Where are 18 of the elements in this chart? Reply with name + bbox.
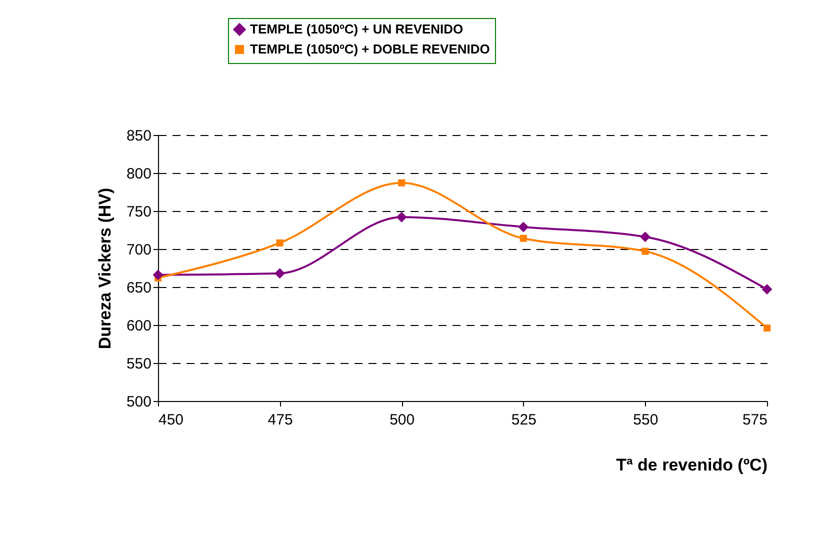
y-tick-label: 550 <box>126 356 152 372</box>
y-tick-label: 650 <box>126 280 152 296</box>
legend-label: TEMPLE (1050ºC) + DOBLE REVENIDO <box>250 42 490 56</box>
y-tick-label: 500 <box>126 394 152 410</box>
x-tick-label: 500 <box>390 412 415 428</box>
legend-label: TEMPLE (1050ºC) + UN REVENIDO <box>250 22 464 36</box>
x-tick-label: 475 <box>268 412 293 428</box>
y-tick-label: 750 <box>126 204 152 220</box>
x-tick-label: 575 <box>742 412 768 428</box>
x-axis-title: Tª de revenido (ºC) <box>616 456 768 474</box>
y-tick-label: 700 <box>126 242 152 258</box>
x-tick-label: 450 <box>158 412 184 428</box>
x-tick-label: 550 <box>633 412 658 428</box>
y-tick-label: 600 <box>126 318 152 334</box>
y-tick-label: 800 <box>126 166 152 182</box>
x-tick-label: 525 <box>511 412 536 428</box>
y-axis-title: Dureza Vickers (HV) <box>95 188 114 350</box>
y-tick-label: 850 <box>126 128 152 144</box>
